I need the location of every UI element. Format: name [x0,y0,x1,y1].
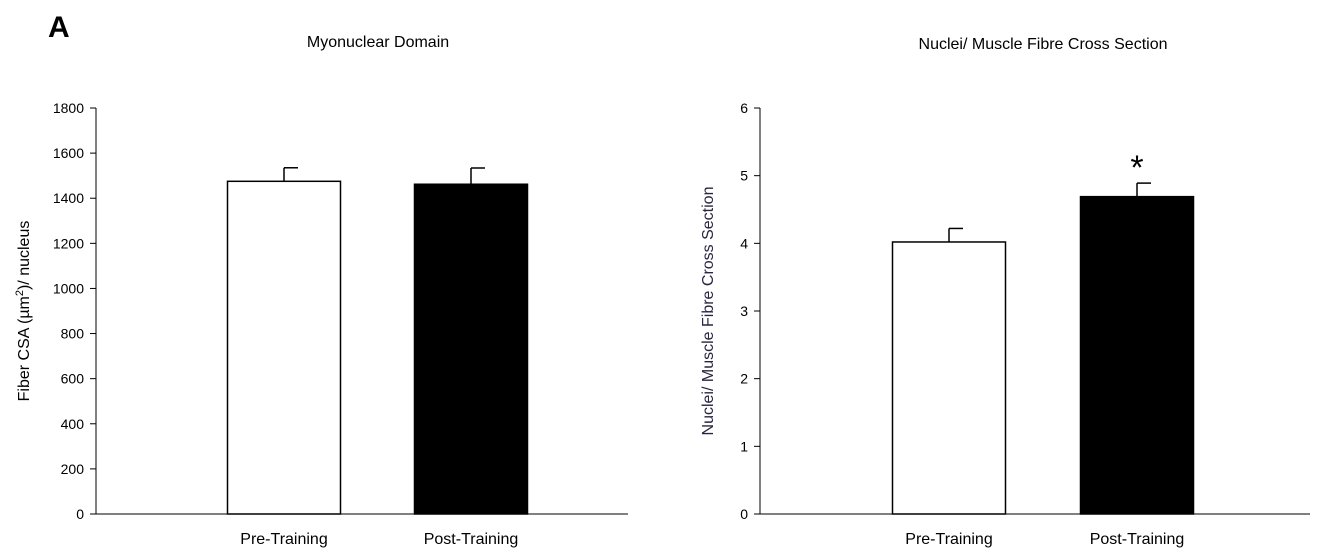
y-axis-label-part: )/ nucleus [16,221,33,290]
y-tick-label: 0 [76,506,84,522]
y-tick-label: 1000 [53,280,84,296]
y-tick-label: 1 [740,438,748,454]
bar [891,241,1007,515]
y-tick-label: 0 [740,506,748,522]
y-tick-label: 4 [740,235,748,251]
y-axis-label-part: Nuclei/ Muscle Fibre Cross Section [700,187,717,436]
y-tick-label: 1800 [53,100,84,116]
y-axis-label-part: Fiber CSA (µm [16,296,33,401]
y-axis-label: Nuclei/ Muscle Fibre Cross Section [700,187,717,436]
y-tick-label: 2 [740,371,748,387]
y-tick-label: 1600 [53,145,84,161]
y-tick-label: 400 [61,416,85,432]
y-tick-label: 1400 [53,190,84,206]
significance-marker: * [1130,149,1143,187]
y-axis-label-part: 2 [14,290,26,296]
x-tick-label: Pre-Training [240,531,327,548]
chart-myonuclear-domain: Myonuclear Domain Fiber CSA (µm2)/ nucle… [14,34,628,548]
chart-title: Myonuclear Domain [307,34,449,51]
y-tick-label: 200 [61,461,85,477]
y-tick-label: 600 [61,371,85,387]
y-tick-label: 1200 [53,235,84,251]
x-tick-label: Post-Training [424,531,519,548]
bar [226,180,342,515]
y-tick-label: 6 [740,100,748,116]
bar [1079,195,1195,515]
bar [413,183,529,515]
x-tick-label: Post-Training [1090,531,1185,548]
panel-label: A [48,11,70,44]
y-tick-label: 800 [61,326,85,342]
x-tick-label: Pre-Training [905,531,992,548]
chart-nuclei-per-fibre: Nuclei/ Muscle Fibre Cross Section Nucle… [700,36,1310,548]
y-tick-label: 5 [740,168,748,184]
chart-title: Nuclei/ Muscle Fibre Cross Section [919,36,1168,53]
y-axis-label: Fiber CSA (µm2)/ nucleus [14,221,33,402]
y-tick-label: 3 [740,303,748,319]
